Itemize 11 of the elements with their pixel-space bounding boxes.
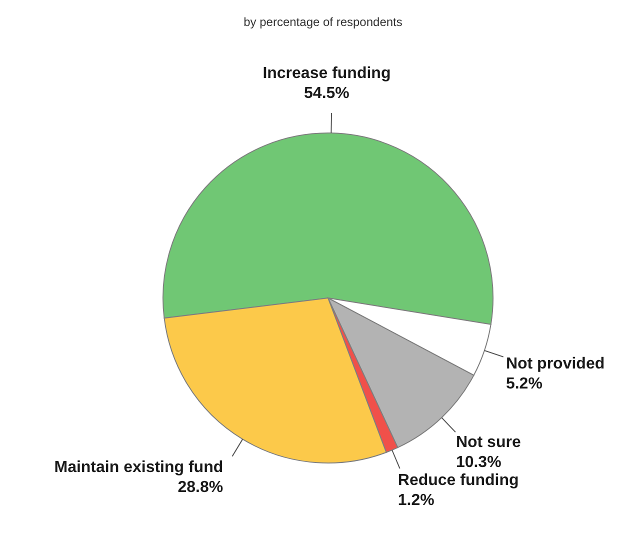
slice-label: Not sure: [456, 434, 521, 451]
slice-label: Increase funding: [262, 65, 391, 82]
data-label: 10.3%: [456, 454, 502, 471]
slice-label: Not provided: [506, 355, 605, 372]
chart-subtitle: by percentage of respondents: [244, 15, 402, 29]
slice-label: Reduce funding: [398, 472, 519, 489]
slice-label: Maintain existing fund: [54, 459, 224, 476]
data-label: 5.2%: [506, 375, 542, 392]
data-label: 28.8%: [178, 479, 224, 496]
data-label: 54.5%: [304, 85, 350, 102]
data-label: 1.2%: [398, 492, 434, 509]
